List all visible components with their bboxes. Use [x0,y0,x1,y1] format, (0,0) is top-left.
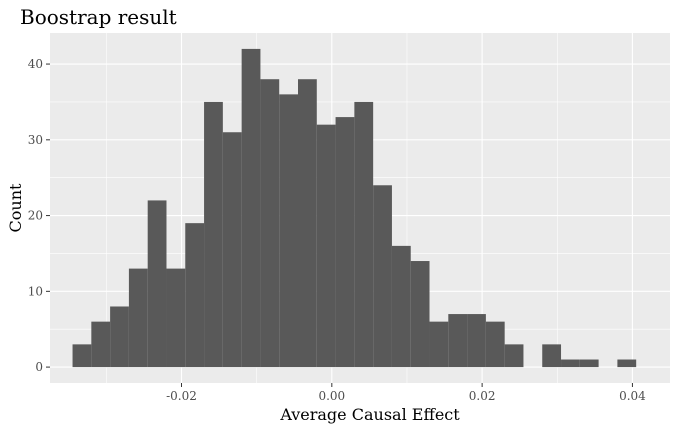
histogram-bar [298,79,317,368]
histogram-bar [316,124,336,368]
histogram-bar [147,200,167,368]
histogram-bar [579,359,599,368]
histogram-bar [260,79,280,368]
histogram-bar [279,94,298,368]
histogram-bar [241,48,261,368]
histogram-bar [91,321,111,368]
histogram-bar [72,344,92,368]
histogram-bar [222,132,242,368]
histogram-bar [204,101,223,368]
histogram-bar [617,359,637,368]
histogram-bar [561,359,580,368]
y-tick-label: 40 [28,57,43,71]
y-tick-label: 20 [28,209,43,223]
histogram-bar [448,314,468,368]
histogram-bar [335,117,355,368]
x-tick-label: 0.04 [619,389,646,403]
histogram-bar [429,321,449,368]
x-tick-label: -0.02 [166,389,197,403]
histogram-bar [373,185,392,368]
histogram-bar [110,306,129,368]
histogram-bar [485,321,505,368]
y-tick-label: 10 [28,284,43,298]
histogram-bar [504,344,524,368]
x-axis-title: Average Causal Effect [279,405,460,424]
x-tick-label: 0.00 [318,389,345,403]
histogram-bar [185,223,205,368]
histogram-bar [166,268,186,368]
x-tick-label: 0.02 [469,389,496,403]
x-axis: -0.02 0.00 0.02 0.04 [166,383,646,403]
y-tick-label: 30 [28,133,43,147]
histogram-bar [410,261,430,368]
histogram-bars [72,48,637,368]
histogram-bar [354,101,374,368]
histogram-bar [467,314,486,368]
y-tick-label: 0 [35,360,43,374]
chart-title: Boostrap result [20,5,177,29]
histogram-bar [391,245,411,368]
histogram-bar [128,268,148,368]
histogram-bar [542,344,562,368]
y-axis-title: Count [6,183,25,232]
y-axis: 0 10 20 30 40 [28,57,50,374]
